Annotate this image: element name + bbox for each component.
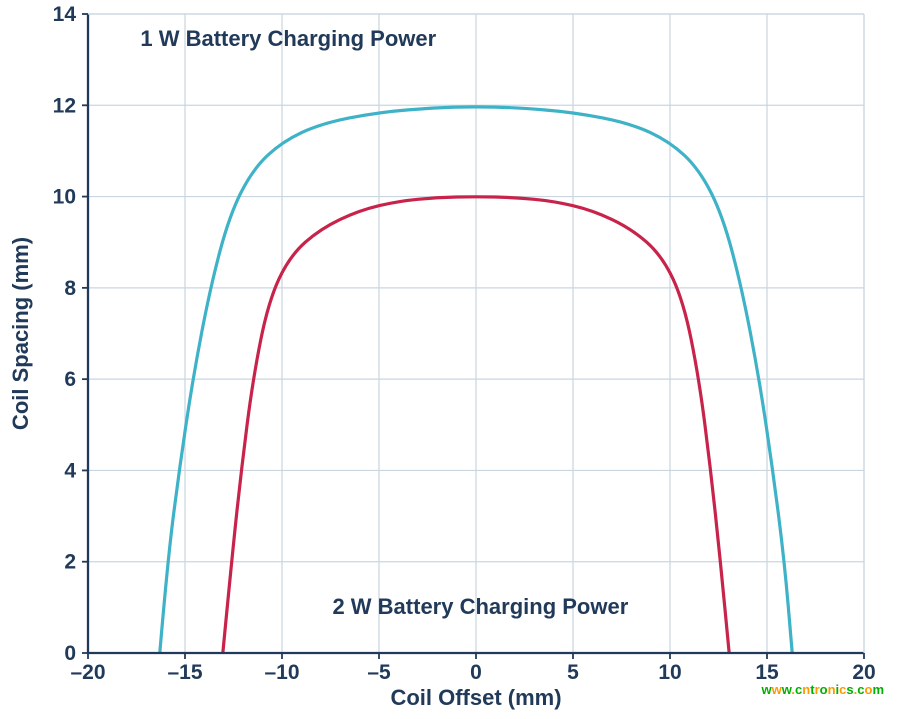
x-tick-label: –15	[167, 661, 202, 684]
y-tick-label: 6	[64, 368, 76, 391]
y-tick-label: 8	[64, 277, 76, 300]
series-label-2w: 2 W Battery Charging Power	[332, 594, 628, 619]
x-tick-label: 20	[852, 661, 875, 684]
y-tick-label: 0	[64, 642, 76, 665]
x-tick-label: 10	[658, 661, 681, 684]
y-tick-label: 2	[64, 551, 76, 574]
y-tick-label: 4	[64, 459, 76, 482]
y-tick-label: 12	[53, 94, 76, 117]
x-tick-label: –5	[367, 661, 391, 684]
y-tick-label: 10	[53, 186, 76, 209]
x-tick-label: 0	[470, 661, 482, 684]
y-axis-title: Coil Spacing (mm)	[8, 237, 33, 430]
x-axis-title: Coil Offset (mm)	[390, 685, 561, 710]
chart-svg: –20–15–10–50510152002468101214Coil Offse…	[0, 0, 900, 719]
x-tick-label: –10	[264, 661, 299, 684]
x-tick-label: 5	[567, 661, 579, 684]
chart-container: –20–15–10–50510152002468101214Coil Offse…	[0, 0, 900, 719]
x-tick-label: 15	[755, 661, 779, 684]
y-tick-label: 14	[53, 3, 77, 26]
series-label-1w: 1 W Battery Charging Power	[140, 26, 436, 51]
